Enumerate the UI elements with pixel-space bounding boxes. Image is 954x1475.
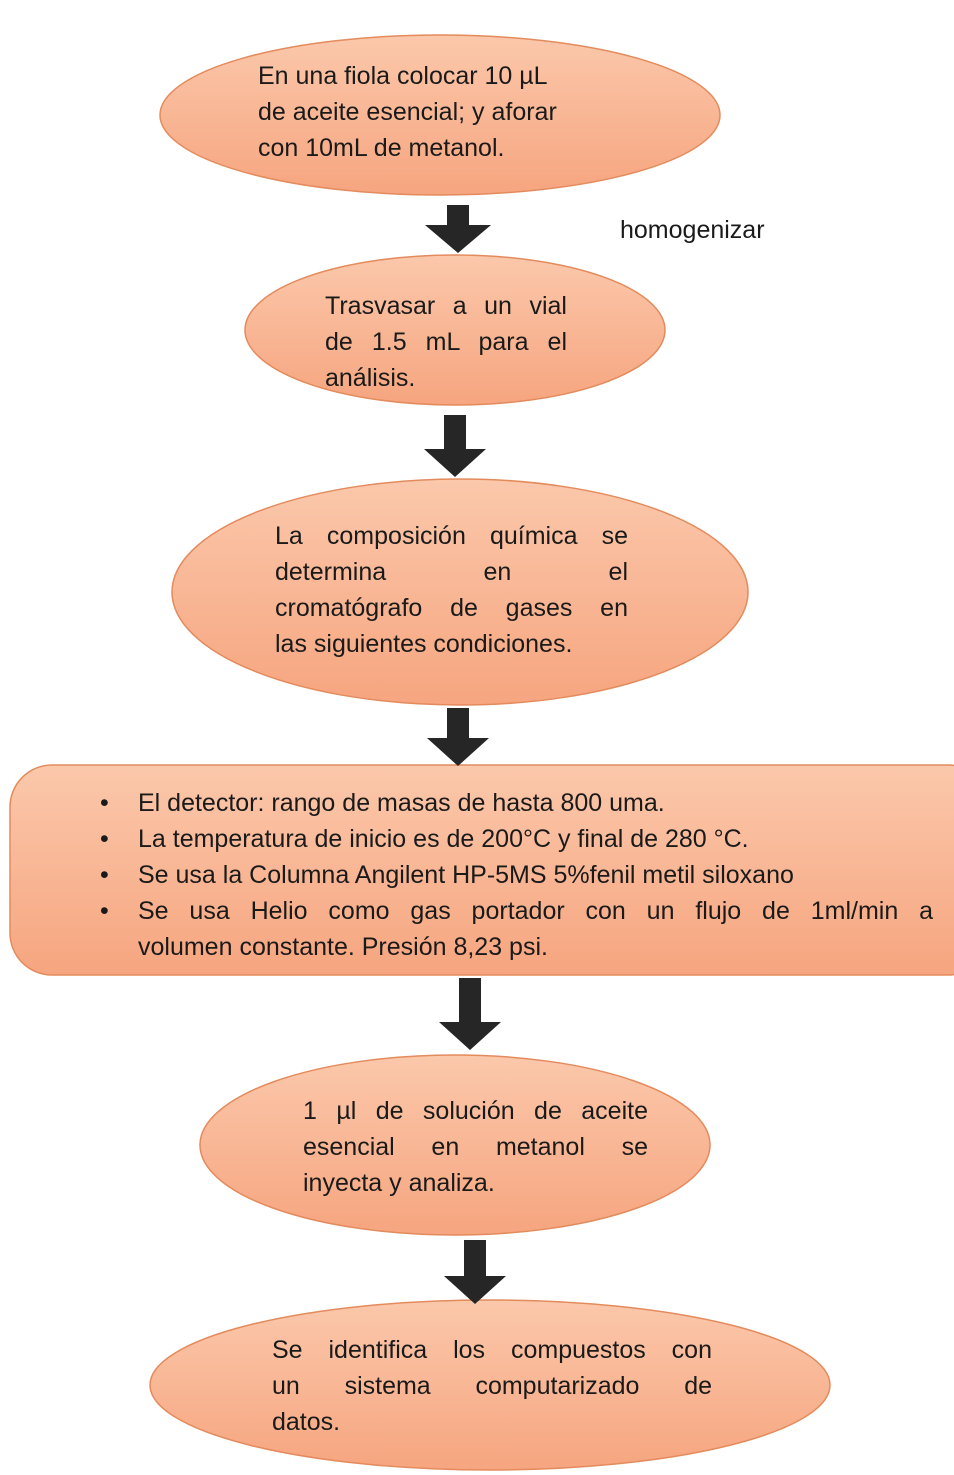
node-text: 1 µl de solución de aceite esencial en me… bbox=[303, 1093, 648, 1201]
text-line: esencial en metanol se bbox=[303, 1133, 648, 1161]
text-line: En una fiola colocar 10 µL bbox=[258, 62, 548, 90]
arrow bbox=[424, 415, 486, 477]
text-line: Trasvasar a un vial bbox=[325, 292, 567, 320]
node-list: El detector: rango de masas de hasta 800… bbox=[100, 785, 933, 965]
node-ellipse bbox=[159, 34, 721, 196]
text-line: de 1.5 mL para el bbox=[325, 328, 567, 356]
node-ellipse bbox=[244, 254, 666, 406]
bullet-item: Se usa Helio como gas portador con un fl… bbox=[100, 893, 933, 965]
arrow bbox=[425, 205, 491, 253]
arrow bbox=[427, 708, 489, 766]
text-line: con 10mL de metanol. bbox=[258, 134, 505, 162]
text-line: datos. bbox=[272, 1408, 341, 1436]
bullet-item: El detector: rango de masas de hasta 800… bbox=[100, 785, 933, 821]
text-line: 1 µl de solución de aceite bbox=[303, 1097, 648, 1125]
text-line: Se identifica los compuestos con bbox=[272, 1336, 712, 1364]
text-line: Se usa la Columna Angilent HP-5MS 5%feni… bbox=[138, 861, 794, 889]
text-line: análisis. bbox=[325, 364, 416, 392]
text-line: La composición química se bbox=[275, 522, 628, 550]
text-line: La temperatura de inicio es de 200°C y f… bbox=[138, 825, 749, 853]
node-text: En una fiola colocar 10 µL de aceite esen… bbox=[258, 58, 658, 166]
node-text: La composición química se determina en el… bbox=[275, 518, 628, 662]
text-line: de aceite esencial; y aforar bbox=[258, 98, 557, 126]
arrow bbox=[439, 978, 501, 1050]
arrow bbox=[444, 1240, 506, 1304]
node-text: Trasvasar a un vial de 1.5 mL para el anál… bbox=[325, 288, 567, 396]
edge-label: homogenizar bbox=[620, 216, 765, 244]
text-line: cromatógrafo de gases en bbox=[275, 594, 628, 622]
node-ellipse bbox=[149, 1299, 831, 1471]
node-text: Se identifica los compuestos con un siste… bbox=[272, 1332, 712, 1440]
bullet-item: Se usa la Columna Angilent HP-5MS 5%feni… bbox=[100, 857, 933, 893]
node-ellipse bbox=[199, 1054, 711, 1236]
text-line: Se usa Helio como gas portador con un fl… bbox=[138, 897, 933, 925]
text-line: un sistema computarizado de bbox=[272, 1372, 712, 1400]
text-line: volumen constante. Presión 8,23 psi. bbox=[138, 933, 548, 961]
text-line: las siguientes condiciones. bbox=[275, 630, 573, 658]
text-line: El detector: rango de masas de hasta 800… bbox=[138, 789, 665, 817]
text-line: determina en el bbox=[275, 558, 628, 586]
node-ellipse bbox=[171, 478, 749, 706]
text-line: inyecta y analiza. bbox=[303, 1169, 495, 1197]
bullet-item: La temperatura de inicio es de 200°C y f… bbox=[100, 821, 933, 857]
